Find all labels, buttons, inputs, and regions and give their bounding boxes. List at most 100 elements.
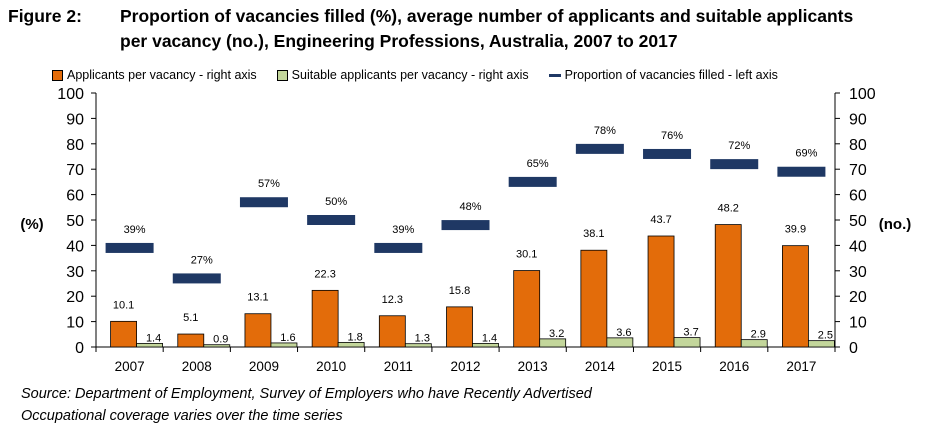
- left-tick-label: 70: [66, 162, 84, 179]
- left-tick-label: 80: [66, 137, 84, 154]
- data-label-suitable: 1.3: [415, 333, 430, 345]
- bar-suitable: [673, 337, 701, 348]
- legend-item-suitable: Suitable applicants per vacancy - right …: [276, 68, 529, 82]
- bar-applicants: [782, 245, 809, 348]
- data-label-applicants: 22.3: [314, 268, 335, 280]
- data-label-suitable: 1.4: [482, 332, 497, 344]
- bar-applicants: [177, 333, 205, 348]
- legend-label-proportion: Proportion of vacancies filled - left ax…: [564, 68, 778, 82]
- title-line-2: per vacancy (no.), Engineering Professio…: [120, 31, 678, 51]
- marker-proportion: [710, 159, 759, 170]
- right-axis-unit: (no.): [879, 216, 911, 233]
- bar-suitable: [740, 339, 768, 348]
- data-label-suitable: 3.2: [549, 328, 564, 340]
- bar-applicants: [446, 306, 473, 348]
- bar-applicants: [110, 320, 137, 348]
- left-tick-label: 50: [66, 213, 84, 230]
- legend-item-proportion: Proportion of vacancies filled - left ax…: [548, 68, 778, 82]
- data-label-applicants: 13.1: [247, 292, 268, 304]
- legend-label-applicants: Applicants per vacancy - right axis: [67, 68, 257, 82]
- bar-suitable: [472, 343, 499, 348]
- bar-suitable: [337, 342, 365, 348]
- bar-applicants: [714, 224, 742, 348]
- left-tick-label: 20: [66, 289, 84, 306]
- chart-plot: 0 0 10 10 20 20 30 30 40 40 50 50 60 60 70 70 80 80 90 90 10…: [20, 86, 911, 374]
- right-tick-label: 80: [849, 137, 867, 154]
- left-tick-label: 100: [57, 86, 84, 103]
- title-line-1: Proportion of vacancies filled (%), aver…: [120, 6, 854, 26]
- marker-proportion: [643, 148, 692, 159]
- x-tick-label: 2017: [786, 359, 816, 374]
- bar-suitable: [808, 340, 835, 348]
- bar-applicants: [244, 313, 272, 348]
- data-label-proportion: 78%: [594, 125, 616, 137]
- x-tick-label: 2016: [719, 359, 749, 374]
- right-tick-label: 70: [849, 162, 867, 179]
- bars: [110, 224, 835, 348]
- bar-suitable: [539, 338, 567, 348]
- legend-swatch-proportion: [548, 73, 561, 77]
- marker-proportion: [239, 197, 288, 208]
- right-tick-label: 90: [849, 111, 867, 128]
- data-label-suitable: 0.9: [213, 334, 228, 346]
- data-label-suitable: 2.5: [818, 330, 833, 342]
- bar-suitable: [270, 342, 298, 348]
- left-tick-label: 60: [66, 188, 84, 205]
- data-label-proportion: 76%: [661, 130, 683, 142]
- legend: Applicants per vacancy - right axis Suit…: [52, 67, 798, 83]
- marker-proportion: [374, 242, 423, 253]
- legend-swatch-suitable: [276, 69, 288, 81]
- right-tick-label: 30: [849, 264, 867, 281]
- marker-proportion: [307, 215, 356, 225]
- data-label-proportion: 39%: [392, 224, 414, 236]
- right-tick-label: 0: [849, 340, 858, 357]
- x-tick-label: 2015: [652, 359, 682, 374]
- data-label-proportion: 50%: [325, 196, 347, 208]
- source-line-2: Occupational coverage varies over the ti…: [21, 408, 343, 424]
- right-tick-label: 50: [849, 213, 867, 230]
- data-label-applicants: 43.7: [650, 214, 671, 226]
- data-label-proportion: 48%: [459, 201, 481, 213]
- data-label-applicants: 39.9: [785, 224, 806, 236]
- marker-proportion: [172, 273, 221, 284]
- data-label-applicants: 10.1: [113, 299, 134, 311]
- bar-suitable: [606, 337, 634, 348]
- x-tick-label: 2012: [450, 359, 480, 374]
- data-label-suitable: 2.9: [751, 329, 766, 341]
- right-tick-label: 60: [849, 188, 867, 205]
- left-tick-label: 30: [66, 264, 84, 281]
- x-tick-label: 2013: [518, 359, 548, 374]
- x-tick-label: 2014: [585, 359, 616, 374]
- bar-applicants: [378, 315, 406, 348]
- x-tick-label: 2007: [115, 359, 145, 374]
- x-tick-label: 2009: [249, 359, 279, 374]
- data-label-proportion: 27%: [191, 254, 213, 266]
- chart-title: Figure 2: Proportion of vacancies filled …: [8, 4, 928, 54]
- bar-applicants: [580, 249, 608, 348]
- marker-proportion: [575, 143, 624, 154]
- data-label-proportion: 69%: [795, 148, 817, 160]
- bar-suitable: [203, 344, 231, 348]
- left-tick-label: 10: [66, 315, 84, 332]
- bar-applicants: [647, 235, 675, 348]
- data-label-applicants: 12.3: [382, 294, 403, 306]
- right-tick-label: 10: [849, 315, 867, 332]
- data-label-applicants: 15.8: [449, 285, 470, 297]
- markers: [105, 143, 826, 284]
- left-tick-label: 90: [66, 111, 84, 128]
- x-tick-label: 2010: [316, 359, 346, 374]
- source-note: Source: Department of Employment, Survey…: [21, 383, 592, 427]
- marker-proportion: [105, 242, 154, 253]
- axes: 0 0 10 10 20 20 30 30 40 40 50 50 60 60 70 70 80 80 90 90 10…: [57, 86, 876, 374]
- bar-suitable: [404, 343, 432, 348]
- bar-applicants: [311, 289, 339, 348]
- legend-label-suitable: Suitable applicants per vacancy - right …: [291, 68, 529, 82]
- data-label-proportion: 65%: [527, 158, 549, 170]
- data-label-suitable: 3.7: [683, 327, 698, 339]
- data-label-suitable: 3.6: [616, 327, 631, 339]
- x-tick-label: 2008: [182, 359, 212, 374]
- source-line-1: Source: Department of Employment, Survey…: [21, 386, 592, 402]
- data-label-applicants: 5.1: [183, 312, 198, 324]
- left-axis-unit: (%): [20, 216, 43, 233]
- data-label-proportion: 57%: [258, 178, 280, 190]
